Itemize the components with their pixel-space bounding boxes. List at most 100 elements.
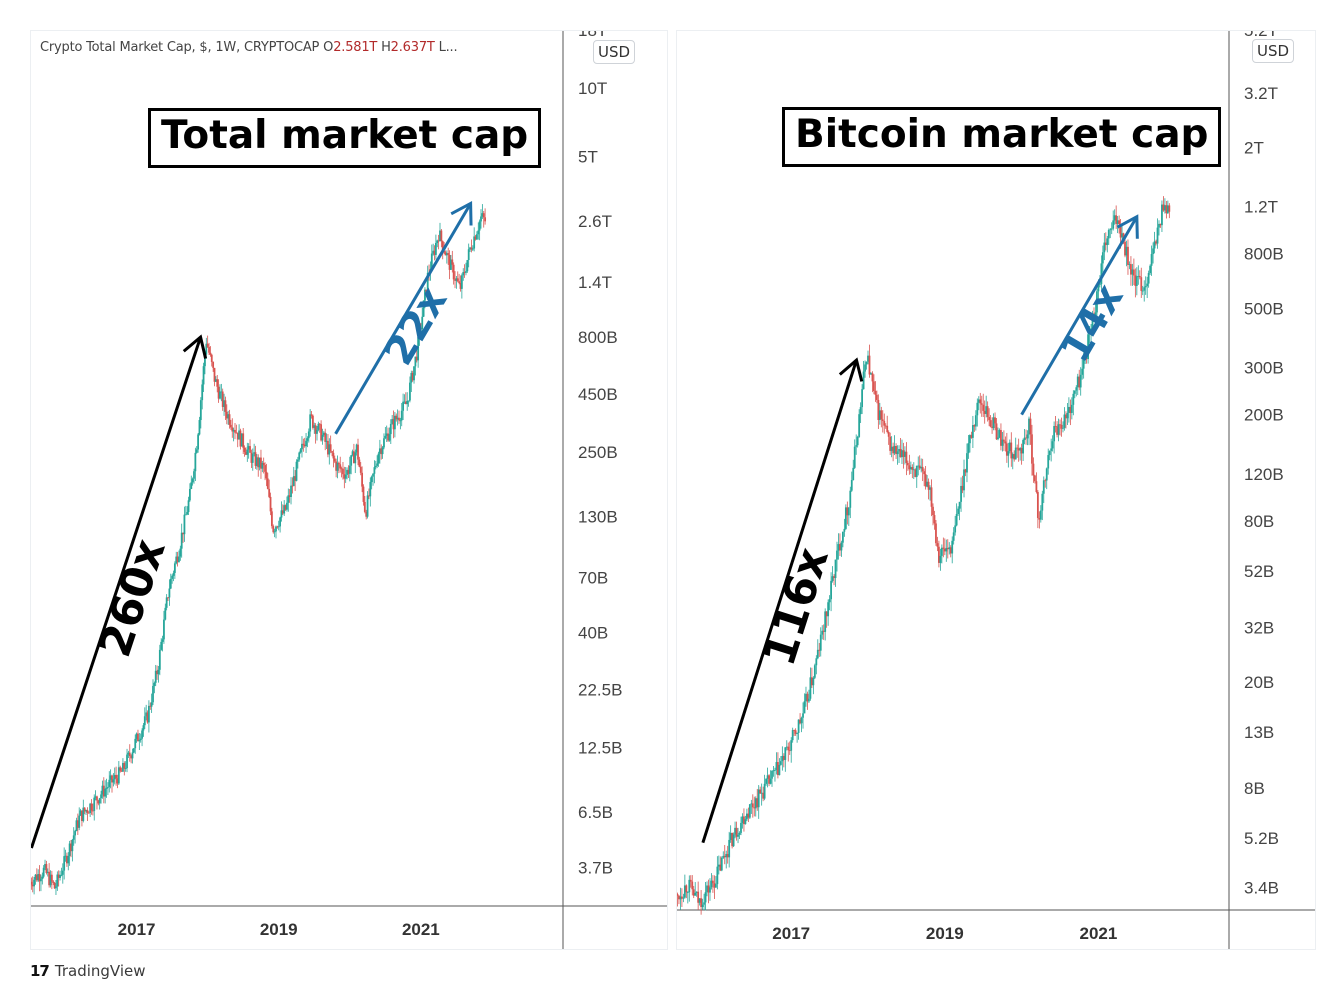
candle-body [961,485,964,491]
candle-body [862,371,865,390]
candle-body [55,886,57,889]
tradingview-footer[interactable]: 17 TradingView [30,962,146,980]
candle-body [775,762,778,770]
candle-body [679,896,682,900]
candle-body [1038,517,1041,520]
ohlc-open-label: O [323,40,334,55]
candle-body [1132,269,1135,276]
candle-body [261,462,264,469]
candle-body [419,328,422,330]
candle-body [895,445,897,455]
candle-body [723,855,726,858]
candle-body [781,755,784,762]
candle-body [413,366,415,381]
candle-body [942,547,945,549]
candle-body [70,843,72,852]
candle-body [394,415,396,430]
candle-body [813,665,816,678]
y-tick-label-partial: 5.2T [1244,30,1278,40]
candle-body [1063,414,1066,428]
candle-body [1152,248,1154,255]
candle-body [1158,223,1160,228]
candle-body [796,732,799,734]
candle-body [160,641,163,650]
candle-body [1144,286,1147,288]
total-market-cap-chart[interactable]: 18T 10T 5T 2.6T 1.4T 800B 450B 250B 130B 70B 40B 22… [30,30,668,950]
growth-multiplier-label: 14x [1052,276,1133,370]
candle-body [847,507,850,516]
y-tick-label: 200B [1244,406,1284,425]
candle-body [158,649,161,670]
candle-body [361,472,363,487]
candle-body [998,430,1001,438]
candle-body [197,434,199,450]
candle-body [414,356,417,367]
candle-body [790,740,793,751]
y-tick-label: 800B [578,328,618,347]
candle-body [422,300,425,317]
candle-body [35,874,38,881]
candle-body [802,713,804,718]
candle-body [281,510,284,514]
candle-body [137,733,139,742]
candle-body [995,423,998,440]
candle-body [97,800,100,804]
y-tick-label: 52B [1244,562,1274,581]
candle-body [347,469,350,474]
candle-body [933,515,936,524]
candle-body [152,685,154,703]
candle-body [1106,238,1109,246]
y-tick-label: 2T [1244,138,1264,157]
candle-body [288,495,291,497]
total-market-cap-svg: 18T 10T 5T 2.6T 1.4T 800B 450B 250B 130B 70B 40B 22… [30,30,668,950]
candle-body [432,250,435,254]
candle-body [1165,205,1168,214]
candle-body [785,746,788,748]
candle-body [266,478,269,489]
x-tick-label: 2021 [402,920,440,939]
candle-body [410,372,413,383]
bitcoin-market-cap-chart[interactable]: 5.2T 3.2T 2T 1.2T 800B 500B 300B 200B 120B 80B 52B… [676,30,1316,950]
candle-body [728,839,731,858]
candle-body [335,461,338,471]
candle-body [1112,220,1115,229]
candle-body [357,444,359,460]
candle-body [291,485,294,487]
candle-body [737,834,739,837]
y-tick-label: 300B [1244,359,1284,378]
candle-body [102,785,105,797]
candle-body [850,480,853,491]
candle-body [966,453,968,473]
candle-body [123,763,126,769]
candle-body [899,449,902,458]
candle-body [91,810,94,812]
candle-body [271,511,273,527]
candle-body [329,444,332,452]
currency-badge[interactable]: USD [1252,39,1295,63]
candle-body [41,876,44,879]
candle-body [1109,229,1112,231]
candle-body [861,389,864,408]
candle-body [762,792,765,799]
candle-body [1005,443,1008,456]
candle-body [201,384,204,401]
candle-body [236,432,239,440]
candle-body [852,467,855,481]
candle-body [858,414,861,437]
candle-body [372,473,374,477]
candle-body [198,420,201,435]
candle-body [373,467,376,474]
candle-body [1100,263,1103,285]
candle-body [108,779,111,787]
candle-body [68,843,71,856]
y-tick-label: 13B [1244,723,1274,742]
y-tick-label: 450B [578,385,618,404]
candle-body [455,278,458,281]
candle-body [880,410,883,420]
currency-badge[interactable]: USD [593,40,636,64]
candle-body [994,417,996,424]
candle-body [756,798,759,808]
candle-body [774,769,776,771]
candle-body [1054,426,1057,427]
candle-body [759,789,762,794]
